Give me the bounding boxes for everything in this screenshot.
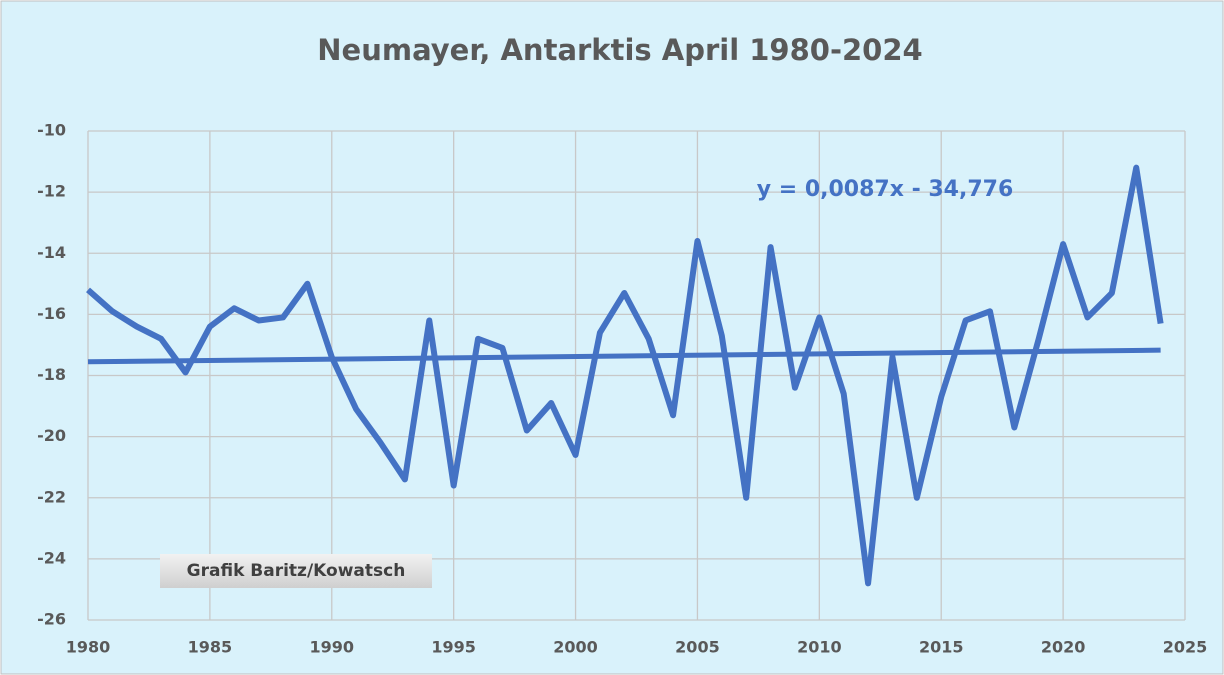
y-tick-label: -14 xyxy=(37,243,66,262)
x-tick-label: 1980 xyxy=(66,638,111,657)
chart-title: Neumayer, Antarktis April 1980-2024 xyxy=(317,33,922,67)
x-tick-label: 1985 xyxy=(188,638,233,657)
y-tick-label: -24 xyxy=(37,548,66,567)
y-tick-label: -12 xyxy=(37,182,66,201)
data-line xyxy=(86,164,1164,587)
x-tick-label: 2010 xyxy=(797,638,842,657)
x-tick-label: 2015 xyxy=(919,638,964,657)
y-tick-label: -10 xyxy=(37,121,66,140)
y-tick-label: -22 xyxy=(37,487,66,506)
trend-line xyxy=(87,347,1161,365)
x-tick-label: 2000 xyxy=(553,638,598,657)
x-tick-label: 2005 xyxy=(675,638,720,657)
y-tick-label: -20 xyxy=(37,426,66,445)
x-tick-label: 1995 xyxy=(431,638,476,657)
credit: Grafik Baritz/Kowatsch xyxy=(187,561,406,581)
x-tick-label: 1990 xyxy=(310,638,355,657)
trend-label: y = 0,0087x - 34,776 xyxy=(757,177,1014,202)
y-tick-label: -26 xyxy=(37,610,66,629)
y-tick-label: -16 xyxy=(37,304,66,323)
credit-box xyxy=(160,554,432,588)
x-tick-label: 2025 xyxy=(1163,638,1208,657)
y-tick-label: -18 xyxy=(37,365,66,384)
x-tick-label: 2020 xyxy=(1041,638,1086,657)
